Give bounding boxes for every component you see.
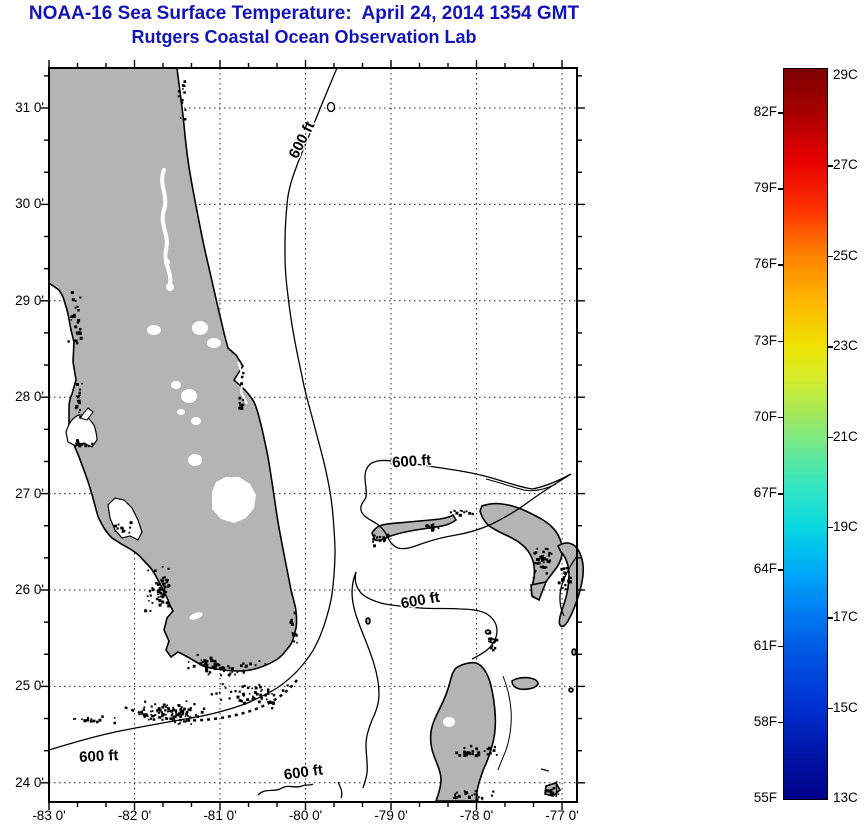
colorbar-fahrenheit-label: 58F [753, 713, 777, 729]
bathymetry-contours-600ft [48, 67, 578, 799]
colorbar-fahrenheit-label: 73F [753, 332, 777, 348]
colorbar-tick [828, 436, 833, 439]
colorbar-fahrenheit-label: 55F [753, 790, 777, 805]
lakes-and-bays [65, 168, 455, 727]
x-tick-label: -78 0' [459, 808, 494, 823]
colorbar-celsius-label: 15C [833, 699, 858, 715]
contour-label-keys: 600 ft [79, 747, 119, 766]
right-edge-cay-1 [571, 648, 577, 656]
contour-bank-edge-inner [485, 478, 557, 492]
contour-gulf-stream [48, 67, 338, 751]
colorbar-tick [778, 569, 783, 571]
tampa-bay-arm [79, 407, 94, 421]
colorbar-tick [828, 255, 833, 258]
colorbar-celsius-label: 25C [833, 247, 858, 263]
colorbar-tick [778, 188, 783, 190]
colorbar-tick [778, 264, 783, 267]
andros-island [429, 661, 497, 802]
andros-lake [443, 717, 455, 727]
colorbar-tick [828, 617, 833, 619]
st-johns-river [160, 168, 173, 286]
colorbar-celsius-label: 13C [833, 790, 858, 805]
colorbar-fahrenheit-label: 64F [753, 561, 777, 577]
colorbar-tick [828, 526, 833, 529]
colorbar-tick [778, 645, 783, 648]
y-tick-label: 31 0' [15, 100, 44, 115]
y-tick-label: 29 0' [15, 292, 44, 308]
x-tick-label: -81 0' [203, 808, 237, 823]
colorbar-tick [778, 340, 783, 343]
abaco-south-tail [530, 580, 548, 602]
contour-great-bahama-bank-north [354, 571, 498, 660]
colorbar-celsius-label: 27C [833, 157, 858, 173]
whitewater-bay [189, 612, 203, 620]
florida-landmass [48, 67, 298, 672]
colorbar-tick [778, 721, 783, 724]
colorbar-tick [828, 346, 833, 348]
florida-keys-chain [123, 679, 298, 722]
colorbar-fahrenheit-label: 76F [753, 256, 777, 272]
page-subtitle: Rutgers Coastal Ocean Observation Lab [131, 27, 477, 47]
x-tick-label: -82 0' [117, 808, 152, 823]
colorbar-tick [828, 165, 833, 167]
contour-label-little-bahama: 600 ft [392, 452, 432, 472]
coastal-speckles [67, 80, 572, 802]
grand-bahama-island [371, 513, 458, 542]
contour-fragment-se2 [555, 780, 558, 798]
colorbar-tick [828, 707, 833, 710]
y-tick-label: 24 0' [15, 774, 44, 790]
y-tick-label: 30 0' [15, 196, 44, 212]
new-providence-island [511, 676, 539, 691]
x-tick-label: -83 0' [32, 808, 66, 823]
colorbar-tick [778, 416, 783, 419]
right-edge-cay-2 [568, 687, 574, 693]
temperature-colorbar [783, 68, 828, 800]
contour-fragment-hook [337, 781, 343, 799]
x-tick-label: -79 0' [374, 808, 408, 823]
y-tick-label: 27 0' [15, 485, 44, 501]
lake-okeechobee [212, 477, 256, 523]
x-tick-label: -80 0' [288, 808, 323, 823]
colorbar-celsius-label: 17C [833, 609, 858, 625]
contour-label-north: 600 ft [286, 119, 319, 162]
colorbar-celsius-label: 23C [833, 338, 858, 354]
colorbar-fahrenheit-label: 79F [753, 180, 777, 196]
page-title: NOAA-16 Sea Surface Temperature: April 2… [28, 3, 580, 24]
contour-cay-sal [257, 783, 314, 796]
y-tick-label: 28 0' [15, 389, 44, 405]
colorbar-fahrenheit-label: 82F [753, 104, 777, 119]
y-tick-label: 26 0' [15, 582, 44, 597]
plot-frame [48, 67, 578, 803]
contour-little-bahama-bank [360, 459, 572, 550]
abaco-island [479, 502, 564, 599]
colorbar-tick [778, 112, 783, 114]
contour-great-bahama-bank-west [351, 571, 380, 789]
contour-tongue-of-ocean [497, 675, 512, 771]
x-tick-label: -77 0' [545, 808, 579, 823]
bimini-island [365, 617, 371, 625]
contour-label-cay-sal: 600 ft [283, 761, 324, 783]
contour-fragment-se1 [540, 768, 550, 772]
colorbar-celsius-label: 29C [833, 67, 858, 82]
charlotte-harbor [107, 497, 143, 541]
y-tick-label: 25 0' [15, 678, 44, 694]
colorbar-fahrenheit-label: 61F [753, 637, 777, 653]
colorbar-celsius-label: 19C [833, 518, 858, 534]
colorbar-fahrenheit-label: 67F [753, 485, 777, 501]
contour-exuma-sound [559, 555, 578, 617]
small-reef-circle [326, 101, 336, 113]
colorbar-fahrenheit-label: 70F [753, 408, 777, 424]
colorbar-celsius-label: 21C [833, 428, 858, 444]
colorbar-tick [778, 493, 783, 495]
